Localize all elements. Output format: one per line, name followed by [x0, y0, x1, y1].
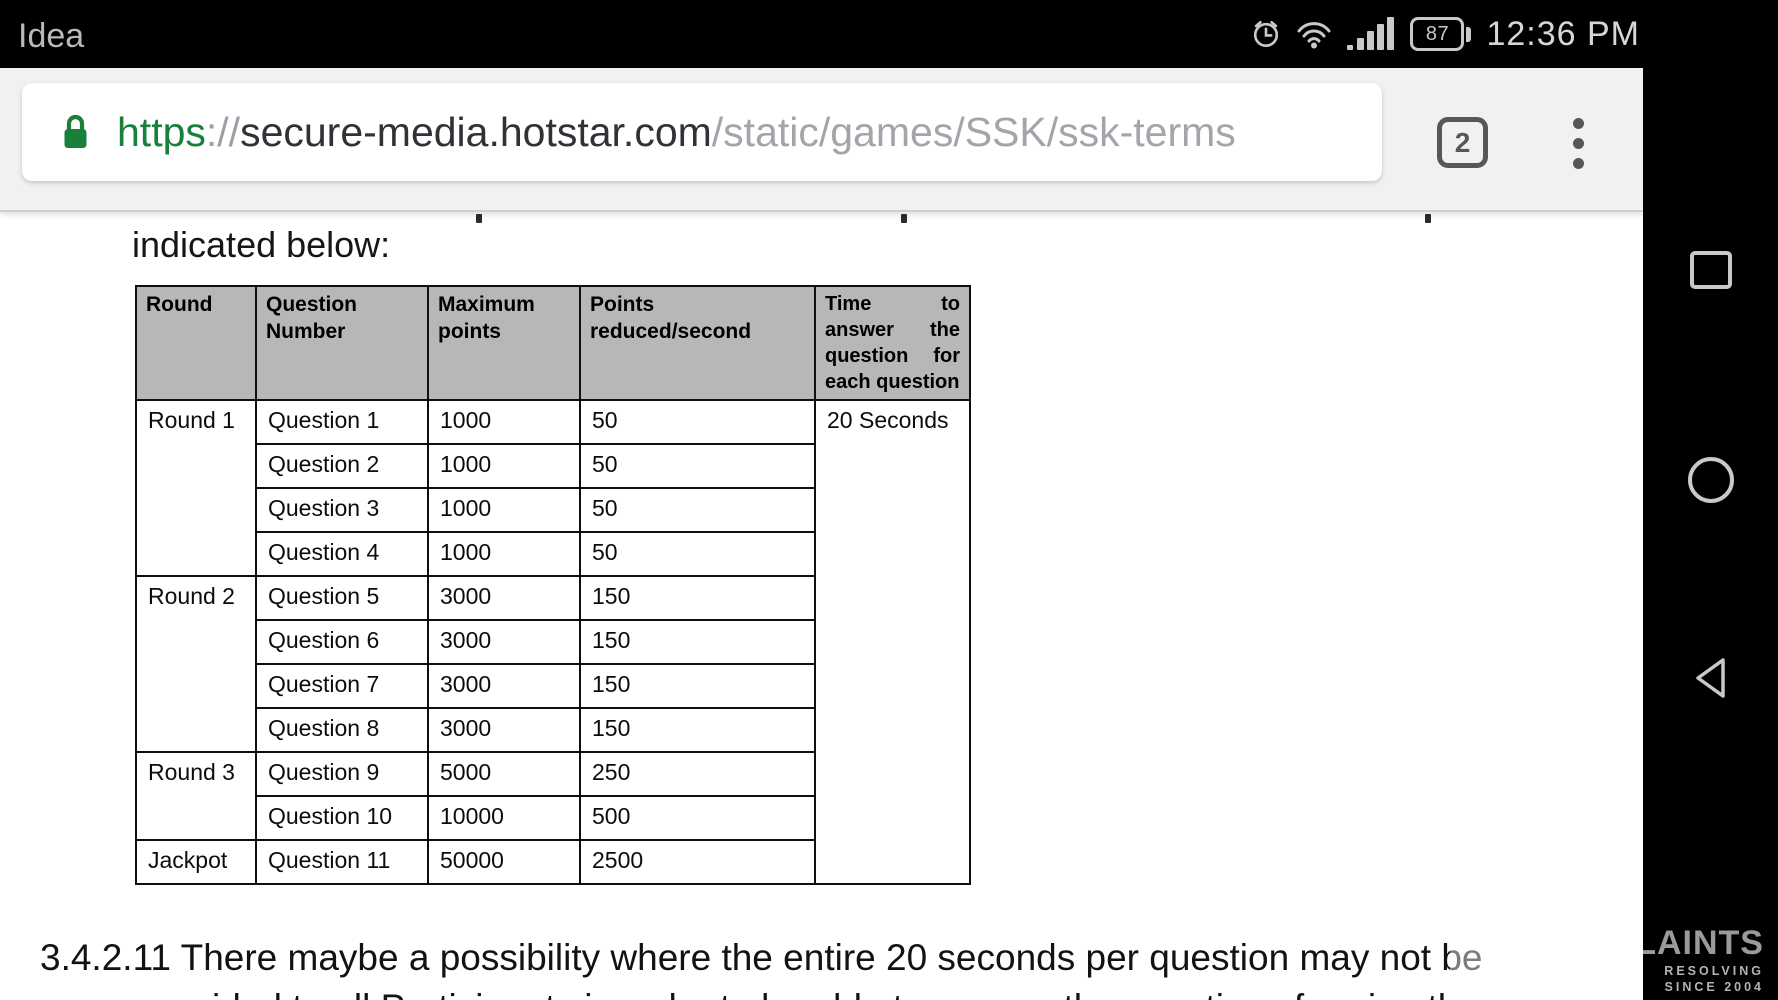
tab-switcher-button[interactable]: 2 — [1437, 117, 1488, 168]
max-points-cell: 3000 — [427, 619, 581, 665]
url-separator: :// — [205, 108, 241, 155]
col-header-maximum-points: Maximum points — [427, 285, 581, 401]
watermark-year: SINCE 2004 — [1664, 980, 1764, 995]
question-cell: Question 8 — [255, 707, 429, 753]
round-cell: Jackpot — [135, 839, 257, 885]
question-cell: Question 2 — [255, 443, 429, 489]
question-cell: Question 10 — [255, 795, 429, 841]
watermark-title: LAINTS — [1643, 924, 1764, 962]
question-cell: Question 4 — [255, 531, 429, 577]
question-cell: Question 6 — [255, 619, 429, 665]
max-points-cell: 1000 — [427, 443, 581, 489]
points-reduced-cell: 150 — [579, 575, 816, 621]
round-cell: Round 2 — [135, 575, 257, 753]
status-clock: 12:36 PM — [1486, 14, 1640, 53]
watermark-overlay — [1450, 912, 1643, 994]
intro-text: indicated below: — [132, 224, 391, 265]
question-cell: Question 11 — [255, 839, 429, 885]
max-points-cell: 50000 — [427, 839, 581, 885]
col-header-points-reduced: Points reduced/second — [579, 285, 816, 401]
secure-lock-icon[interactable] — [62, 113, 89, 151]
recents-square-icon[interactable] — [1689, 251, 1732, 289]
points-reduced-cell: 2500 — [579, 839, 816, 885]
watermark-subtitle: RESOLVING — [1664, 963, 1764, 978]
table-row: Round 2 Question 5 3000 150 — [135, 575, 970, 753]
url-bar[interactable]: https://secure-media.hotstar.com/static/… — [22, 83, 1382, 181]
points-reduced-cell: 50 — [579, 399, 816, 445]
max-points-cell: 3000 — [427, 575, 581, 621]
question-cell: Question 3 — [255, 487, 429, 533]
carrier-label: Idea — [18, 17, 85, 55]
table-row: Jackpot Question 11 50000 2500 — [135, 839, 970, 885]
home-circle-icon[interactable] — [1687, 457, 1734, 503]
table-row: Question 7 3000 150 — [136, 663, 970, 709]
max-points-cell: 3000 — [427, 707, 581, 753]
table-row: Question 10 10000 500 — [136, 795, 970, 841]
table-row: Round 3 Question 9 5000 250 — [135, 751, 970, 841]
round-cell: Round 3 — [135, 751, 257, 841]
status-bar: Idea 87 — [0, 0, 1778, 68]
table-row: Question 4 1000 50 — [136, 531, 970, 577]
android-navigation-bar: LAINTS RESOLVING SINCE 2004 — [1643, 68, 1778, 1000]
table-row: Round 1 Question 1 1000 50 20 Seconds — [135, 399, 971, 885]
signal-strength-icon — [1347, 17, 1395, 50]
status-icons: 87 12:36 PM — [1251, 0, 1640, 68]
points-table: Round Question Number Maximum points Poi… — [135, 285, 971, 885]
max-points-cell: 3000 — [427, 663, 581, 709]
battery-icon: 87 — [1410, 17, 1472, 51]
overflow-menu-button[interactable] — [1566, 118, 1590, 184]
watermark: LAINTS RESOLVING SINCE 2004 — [1643, 924, 1764, 995]
page-content: indicated below: Round Question Number M… — [0, 212, 1643, 1000]
time-cell: 20 Seconds — [814, 399, 971, 885]
browser-toolbar: https://secure-media.hotstar.com/static/… — [0, 68, 1643, 212]
max-points-cell: 5000 — [427, 751, 581, 797]
col-header-round: Round — [135, 285, 257, 401]
points-reduced-cell: 50 — [579, 443, 816, 489]
clipped-text-fragment — [476, 214, 482, 223]
menu-dot — [1572, 118, 1584, 129]
battery-nub — [1466, 26, 1472, 42]
max-points-cell: 1000 — [427, 487, 581, 533]
points-reduced-cell: 500 — [579, 795, 816, 841]
points-reduced-cell: 50 — [579, 487, 816, 533]
table-row: Question 6 3000 150 — [136, 619, 970, 665]
alarm-icon — [1254, 20, 1279, 48]
question-cell: Question 7 — [255, 663, 429, 709]
url-domain: secure-media.hotstar.com — [240, 108, 712, 155]
menu-dot — [1572, 158, 1584, 169]
url-path: /static/games/SSK/ssk-terms — [711, 108, 1236, 155]
url-scheme: https — [117, 108, 206, 155]
question-cell: Question 5 — [255, 575, 429, 621]
clipped-text-fragment — [901, 214, 907, 223]
clause-paragraph-line1: 3.4.2.11 There maybe a possibility where… — [40, 937, 1483, 978]
col-header-question-number: Question Number — [255, 285, 429, 401]
points-reduced-cell: 250 — [579, 751, 816, 797]
round-cell: Round 1 — [135, 399, 257, 577]
table-row: Question 2 1000 50 — [136, 443, 970, 489]
points-reduced-cell: 150 — [579, 707, 816, 753]
col-header-time-to-answer: Time to answer the question for each questi… — [814, 285, 971, 401]
back-triangle-icon[interactable] — [1691, 655, 1731, 701]
url-text[interactable]: https://secure-media.hotstar.com/static/… — [117, 109, 1382, 156]
question-cell: Question 1 — [255, 399, 429, 445]
table-row: Question 3 1000 50 — [136, 487, 970, 533]
battery-level: 87 — [1425, 22, 1450, 45]
menu-dot — [1572, 138, 1584, 149]
max-points-cell: 1000 — [427, 399, 581, 445]
clipped-text-fragment — [1425, 214, 1431, 223]
tab-count: 2 — [1454, 126, 1471, 158]
question-cell: Question 9 — [255, 751, 429, 797]
max-points-cell: 1000 — [427, 531, 581, 577]
points-reduced-cell: 50 — [579, 531, 816, 577]
max-points-cell: 10000 — [427, 795, 581, 841]
wifi-icon — [1297, 22, 1331, 49]
points-reduced-cell: 150 — [579, 619, 816, 665]
table-row: Question 8 3000 150 — [136, 707, 970, 753]
clause-paragraph-line2: provided to all Participants in order to… — [140, 986, 1479, 1000]
points-reduced-cell: 150 — [579, 663, 816, 709]
table-header-row: Round Question Number Maximum points Poi… — [135, 285, 971, 401]
